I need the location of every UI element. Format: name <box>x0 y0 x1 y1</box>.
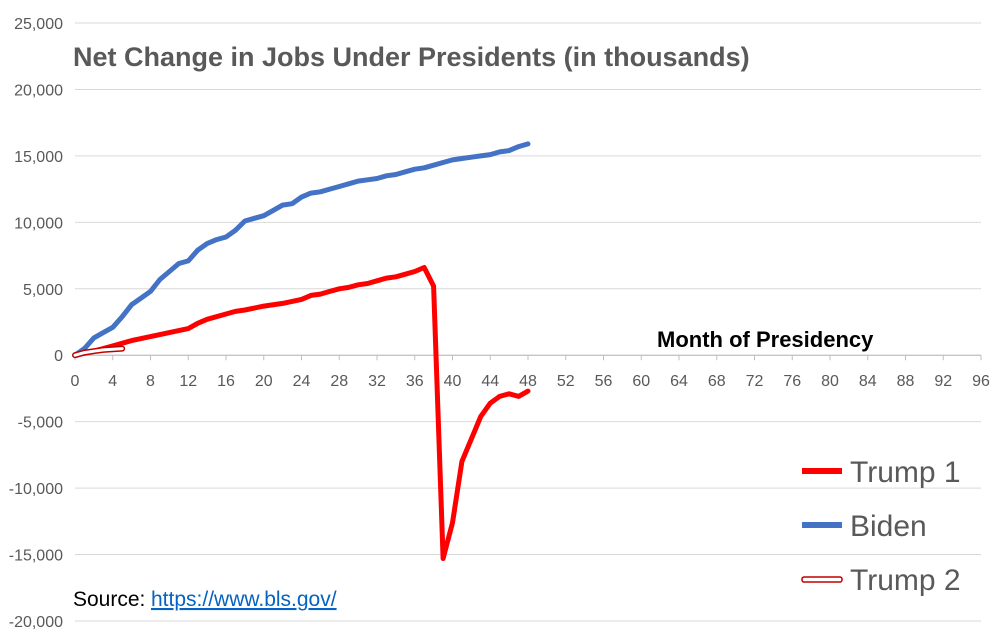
x-tick-label: 40 <box>444 373 462 390</box>
x-tick-label: 32 <box>368 373 386 390</box>
y-tick-label: -10,000 <box>9 481 63 498</box>
x-tick-label: 60 <box>632 373 650 390</box>
x-tick-label: 8 <box>146 373 155 390</box>
legend-label-trump-2: Trump 2 <box>850 564 961 597</box>
x-tick-label: 0 <box>71 373 80 390</box>
legend: Trump 1 Biden Trump 2 <box>801 456 961 597</box>
source-label: Source: <box>73 588 145 611</box>
x-tick-label: 36 <box>406 373 424 390</box>
x-tick-label: 96 <box>972 373 990 390</box>
x-tick-label: 72 <box>746 373 764 390</box>
legend-swatch-trump-2 <box>801 576 843 583</box>
y-tick-label: -15,000 <box>9 548 63 565</box>
series-line-biden <box>72 141 531 358</box>
x-tick-label: 24 <box>293 373 311 390</box>
x-tick-label: 88 <box>897 373 915 390</box>
series-line-trump-1 <box>72 265 531 561</box>
axis-layer: -20,000 -15,000 -10,000 -5,000 0 5,000 10,000 1… <box>9 16 990 630</box>
x-tick-label: 48 <box>519 373 537 390</box>
y-tick-label: 10,000 <box>14 215 63 232</box>
legend-label-trump-1: Trump 1 <box>850 456 961 489</box>
x-tick-label: 4 <box>108 373 117 390</box>
x-tick-label: 28 <box>330 373 348 390</box>
x-tick-label: 76 <box>783 373 801 390</box>
y-tick-label: 0 <box>54 348 63 365</box>
x-tick-label: 20 <box>255 373 273 390</box>
y-tick-label: 25,000 <box>14 16 63 33</box>
series-line-trump-2 <box>73 347 124 357</box>
x-tick-label: 56 <box>595 373 613 390</box>
series-layer <box>72 141 531 561</box>
x-tick-label: 68 <box>708 373 726 390</box>
y-tick-label: -5,000 <box>18 415 63 432</box>
y-tick-label: 5,000 <box>23 282 63 299</box>
source-link[interactable]: https://www.bls.gov/ <box>151 588 337 611</box>
x-tick-label: 84 <box>859 373 877 390</box>
x-tick-label: 52 <box>557 373 575 390</box>
x-tick-label: 12 <box>179 373 197 390</box>
grid-layer <box>75 22 981 622</box>
y-tick-label: 20,000 <box>14 82 63 99</box>
x-tick-label: 16 <box>217 373 235 390</box>
x-tick-label: 80 <box>821 373 839 390</box>
x-tick-label: 64 <box>670 373 688 390</box>
y-tick-label: 15,000 <box>14 149 63 166</box>
x-tick-label: 92 <box>934 373 952 390</box>
x-axis-label: Month of Presidency <box>657 327 874 352</box>
x-tick-label: 44 <box>481 373 499 390</box>
chart-title: Net Change in Jobs Under Presidents (in … <box>73 42 750 72</box>
legend-label-biden: Biden <box>850 510 927 543</box>
y-tick-label: -20,000 <box>9 614 63 630</box>
